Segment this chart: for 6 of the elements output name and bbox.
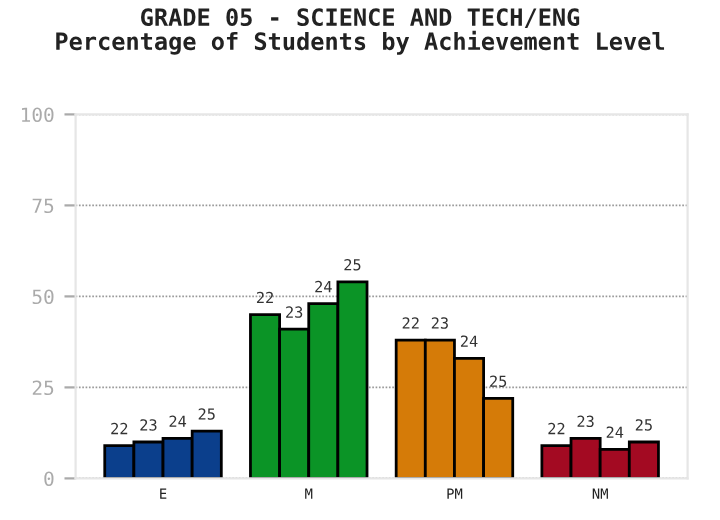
y-tick-label: 25 <box>32 380 54 396</box>
y-tick-label: 100 <box>21 107 54 123</box>
y-tick-label: 0 <box>44 471 54 487</box>
y-tick-label: 50 <box>32 289 54 305</box>
y-tick-label: 75 <box>32 198 54 214</box>
chart-title: GRADE 05 - SCIENCE AND TECH/ENG Percentage of Students by Achievement Level <box>56 8 665 55</box>
